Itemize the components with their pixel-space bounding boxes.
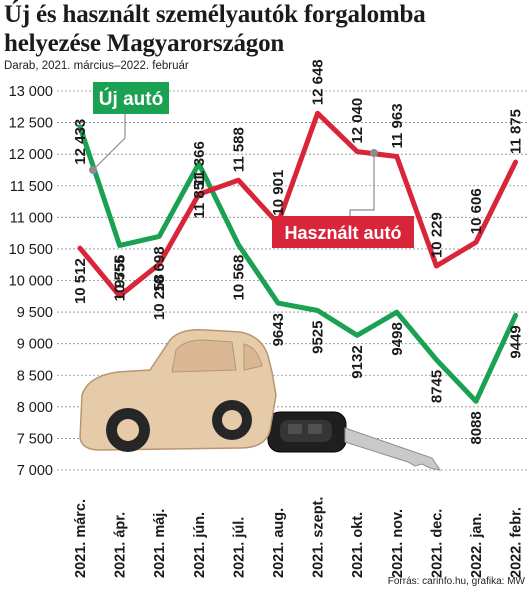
y-tick-label: 10 500 — [9, 242, 53, 258]
y-tick-label: 10 000 — [9, 274, 53, 290]
y-axis-ticks: 7 000 7 500 8 000 8 500 9 000 9 500 10 000 10 5… — [9, 84, 53, 479]
data-label: 9449 — [508, 325, 525, 358]
y-tick-label: 9 000 — [17, 337, 53, 353]
data-label: 11 366 — [191, 141, 208, 186]
x-axis-ticks: 2021. márc. 2021. ápr. 2021. máj. 2021. jún… — [73, 497, 525, 578]
data-label: 12 040 — [349, 98, 366, 144]
data-label: 10 512 — [72, 258, 89, 304]
data-label: 10 258 — [151, 274, 168, 320]
y-tick-label: 8 500 — [17, 368, 53, 384]
data-label: 10 901 — [270, 170, 287, 216]
data-label: 9498 — [389, 322, 406, 355]
data-label: 9643 — [270, 313, 287, 346]
data-label: 11 588 — [230, 127, 247, 172]
legend-swatch-hasznalt-auto — [272, 216, 414, 248]
x-tick-label: 2021. dec. — [429, 509, 445, 578]
y-tick-label: 13 000 — [9, 84, 53, 100]
data-label: 9132 — [349, 345, 366, 378]
source-credit: Forrás: carinfo.hu, grafika: MW — [387, 576, 525, 587]
data-label: 11 963 — [389, 103, 406, 148]
legend-item-uj-auto: Új autó — [89, 82, 169, 174]
x-tick-label: 2022. febr. — [509, 507, 525, 578]
series-group: 12 433 10 555 10 698 11 851 10 568 9643 9525 91… — [72, 59, 525, 444]
data-label: 8745 — [428, 370, 445, 403]
data-label: 12 648 — [310, 59, 327, 105]
data-label: 10 555 — [112, 255, 129, 301]
y-tick-label: 12 000 — [9, 147, 53, 163]
x-tick-label: 2021. aug. — [271, 508, 287, 578]
legend-swatch-uj-auto — [93, 82, 169, 114]
y-tick-label: 12 500 — [9, 116, 53, 132]
data-label: 9525 — [310, 321, 327, 354]
y-tick-label: 11 500 — [10, 179, 53, 195]
x-tick-label: 2021. szept. — [311, 497, 327, 578]
legend-item-hasznalt-auto: Használt autó — [272, 149, 414, 248]
x-tick-label: 2021. márc. — [73, 499, 89, 578]
x-tick-label: 2021. jún. — [192, 512, 208, 578]
x-tick-label: 2021. júl. — [231, 517, 247, 578]
x-tick-label: 2021. máj. — [152, 509, 168, 578]
series-line-hasznalt-auto — [77, 110, 519, 299]
y-tick-label: 9 500 — [17, 305, 53, 321]
data-label: 11 851 — [191, 174, 208, 219]
toy-car-with-key-icon — [79, 328, 442, 471]
y-tick-label: 8 000 — [17, 400, 53, 416]
data-label: 10 568 — [230, 255, 247, 301]
data-label: 10 606 — [468, 188, 485, 234]
data-label: 10 229 — [428, 212, 445, 258]
legend-label-uj-auto: Új autó — [99, 88, 163, 110]
x-tick-label: 2021. okt. — [350, 512, 366, 578]
legend-pointer-dot — [89, 166, 97, 174]
series-line-uj-auto — [77, 124, 519, 404]
chart-subtitle: Darab, 2021. március–2022. február — [4, 60, 189, 72]
x-tick-label: 2021. ápr. — [113, 512, 129, 578]
data-label: 8088 — [468, 411, 485, 444]
y-tick-label: 7 000 — [17, 463, 53, 479]
data-label: 10 698 — [151, 246, 168, 292]
data-label: 9756 — [112, 255, 129, 288]
legend-pointer-line — [349, 153, 375, 216]
y-tick-label: 11 000 — [10, 210, 53, 226]
legend: Új autó Használt autó — [89, 82, 414, 248]
x-tick-label: 2022. jan. — [469, 513, 485, 578]
data-label: 12 433 — [72, 119, 89, 165]
data-label: 11 875 — [508, 109, 525, 154]
y-tick-label: 7 500 — [17, 431, 53, 447]
legend-label-hasznalt-auto: Használt autó — [284, 223, 401, 243]
chart-title: Új és használt személyautók forgalomba h… — [4, 1, 426, 57]
x-tick-label: 2021. nov. — [390, 509, 406, 578]
legend-pointer-dot — [370, 149, 378, 157]
